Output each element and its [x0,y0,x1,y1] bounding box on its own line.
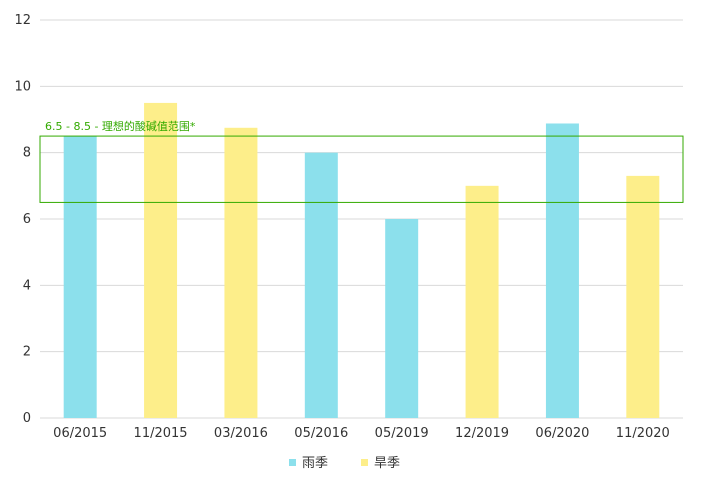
bar-dry[interactable] [465,185,499,418]
x-tick-label: 06/2015 [53,426,107,441]
bar-dry[interactable] [626,175,660,418]
x-axis-tick-labels: 06/2015 11/2015 03/2016 05/2016 05/2019 12/20… [53,426,670,441]
y-tick-label: 10 [14,79,31,94]
legend-swatch [289,459,296,466]
bar-dry[interactable] [144,102,178,419]
bar-rainy[interactable] [63,136,97,419]
x-tick-label: 03/2016 [214,426,268,441]
y-tick-label: 6 [23,212,31,227]
y-tick-label: 2 [23,345,31,360]
y-tick-label: 0 [23,411,31,426]
legend-label: 雨季 [302,456,328,471]
legend-swatch [361,459,368,466]
reference-band-label: 6.5 - 8.5 - 理想的酸碱值范围* [45,119,196,133]
x-tick-label: 06/2020 [535,426,589,441]
legend-label: 旱季 [374,456,400,471]
legend[interactable]: 雨季 旱季 [289,456,400,471]
bar-rainy[interactable] [385,219,419,418]
x-tick-label: 11/2020 [616,426,670,441]
x-tick-label: 05/2016 [294,426,348,441]
x-tick-label: 12/2019 [455,426,509,441]
reference-band: 6.5 - 8.5 - 理想的酸碱值范围* [39,119,684,203]
reference-band-box [39,135,684,203]
x-tick-label: 05/2019 [375,426,429,441]
legend-item-rainy[interactable]: 雨季 [289,456,328,471]
y-tick-label: 8 [23,146,31,161]
x-tick-label: 11/2015 [134,426,188,441]
gridlines [40,19,683,419]
y-tick-label: 4 [23,278,31,293]
y-tick-label: 12 [14,13,31,28]
bars [63,102,660,419]
y-axis-tick-labels: 0 2 4 6 8 10 12 [14,13,31,426]
bar-rainy[interactable] [304,152,338,418]
bar-dry[interactable] [224,127,258,419]
legend-item-dry[interactable]: 旱季 [361,456,400,471]
bar-rainy[interactable] [545,123,579,418]
